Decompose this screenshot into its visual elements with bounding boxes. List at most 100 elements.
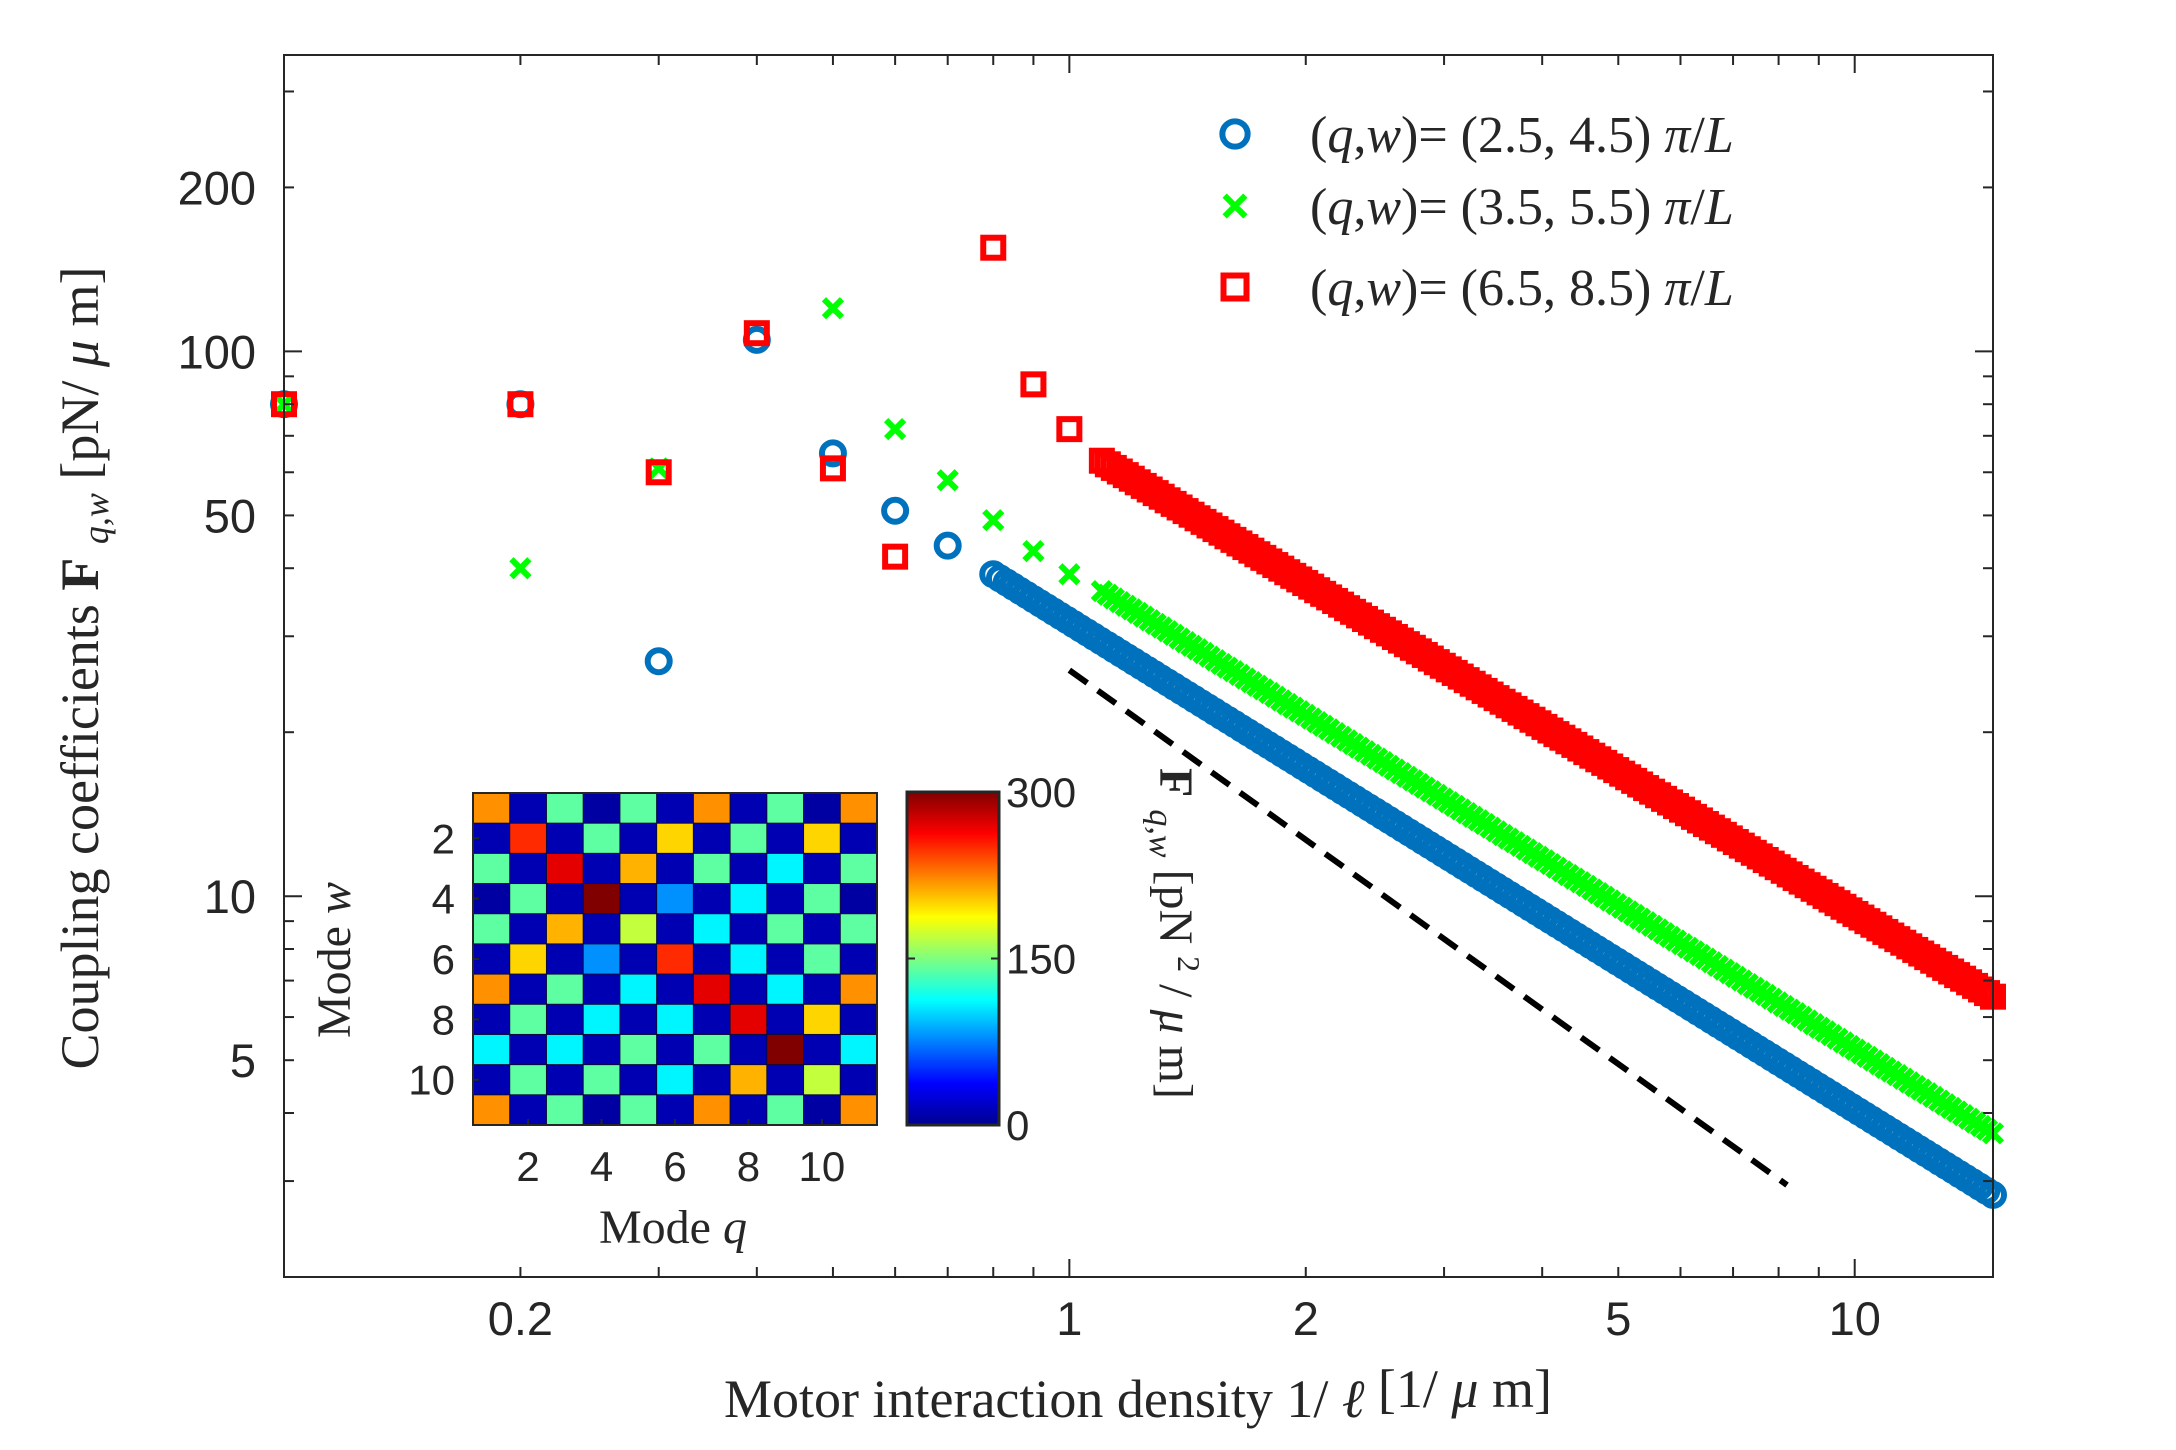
heatmap-cell [582, 943, 621, 976]
x-axis-title-mu: μ [1450, 1359, 1478, 1419]
heatmap-cell [619, 1064, 658, 1096]
heatmap-cell [472, 1033, 511, 1066]
inset-y-title: Mode w [308, 882, 361, 1038]
heatmap-cell [656, 973, 695, 1006]
series-1 [270, 325, 2007, 1209]
heatmap-cell [839, 1094, 878, 1127]
heatmap-cell [766, 1094, 805, 1127]
heatmap-cell [692, 913, 732, 945]
heatmap-cell [839, 1064, 878, 1096]
data-point [645, 459, 672, 486]
heatmap-cell [766, 1064, 805, 1096]
heatmap-cell [692, 792, 732, 825]
inset-y-title-var: w [308, 882, 361, 914]
heatmap-cell [766, 913, 805, 945]
heatmap-cell [545, 913, 585, 945]
x-axis-title-ell: ℓ [1342, 1369, 1365, 1429]
data-point [980, 234, 1007, 261]
heatmap-cell [839, 973, 878, 1006]
heatmap-cell [692, 1003, 732, 1036]
heatmap-cell [803, 883, 842, 915]
heatmap-cell [766, 973, 805, 1006]
heatmap-cell [656, 1003, 695, 1036]
heatmap-cell [509, 1003, 548, 1036]
heatmap-cell [839, 792, 878, 825]
y-tick-label: 5 [230, 1034, 256, 1087]
data-point [933, 531, 962, 560]
heatmap-cell [729, 973, 768, 1006]
inset-x-title-var: q [723, 1201, 747, 1254]
heatmap-cell [656, 852, 695, 885]
heatmap-cell [582, 792, 621, 825]
data-point [1022, 539, 1045, 563]
heatmap-cell [619, 1033, 658, 1066]
colorbar-title-mu: μ [1149, 1009, 1202, 1034]
colorbar-tick-label: 0 [1006, 1102, 1029, 1149]
heatmap-cell [839, 852, 878, 885]
colorbar-title-slash: / [1149, 984, 1202, 998]
heatmap-cell [803, 973, 842, 1006]
heatmap-cell [619, 1094, 658, 1127]
data-point [982, 509, 1005, 532]
heatmap-cell [692, 973, 732, 1006]
colorbar-title-unit-close: m] [1149, 1046, 1202, 1099]
colorbar-title-superscript: 2 [1171, 956, 1207, 972]
heatmap-cell [729, 883, 768, 915]
data-point [884, 418, 907, 441]
inset-x-tick-label: 10 [799, 1143, 846, 1190]
heatmap-cell [692, 852, 732, 885]
heatmap-cell [729, 852, 768, 885]
data-point [1974, 980, 2001, 1007]
series-2 [272, 297, 2005, 1145]
heatmap-cell [619, 1003, 658, 1036]
x-tick-label: 5 [1605, 1292, 1631, 1345]
heatmap-cell [545, 1064, 585, 1096]
colorbar-ticks: 300 150 0 [907, 769, 1076, 1149]
data-point [644, 647, 673, 676]
series-3 [271, 234, 2006, 1010]
x-axis-title-text: Motor interaction density 1/ [724, 1369, 1328, 1429]
inset-x-tick-label: 6 [663, 1143, 686, 1190]
heatmap-cell [619, 883, 658, 915]
heatmap-cell [839, 1033, 878, 1066]
heatmap-cell [766, 822, 805, 855]
heatmap-cell [582, 913, 621, 945]
heatmap-cell [545, 1003, 585, 1036]
y-axis-title-mu: μ [50, 340, 110, 368]
heatmap-cell [582, 852, 621, 885]
heatmap-cell [803, 1064, 842, 1096]
heatmap-cell [545, 822, 585, 855]
heatmap-cell [803, 943, 842, 976]
heatmap-cell [509, 1064, 548, 1096]
series-group [270, 234, 2007, 1209]
inset-x-title-text: Mode [599, 1201, 723, 1254]
heatmap-cell [545, 852, 585, 885]
y-axis-title-unit-open: [pN/ [50, 381, 110, 480]
legend-marker [1219, 118, 1251, 150]
data-point [818, 439, 847, 468]
y-tick-label: 50 [204, 489, 256, 542]
inset-y-tick-label: 6 [432, 936, 455, 983]
inset-y-tick-label: 10 [408, 1057, 455, 1104]
heatmap-cell [766, 1003, 805, 1036]
x-axis-title-unit-close: m] [1492, 1359, 1552, 1419]
heatmap-cell [509, 792, 548, 825]
inset-y-tick-label: 2 [432, 815, 455, 862]
heatmap-cell [803, 822, 842, 855]
y-tick-label: 10 [204, 870, 256, 923]
reference-dashed-line [1067, 667, 1789, 1188]
heatmap-cell [545, 883, 585, 915]
heatmap-cell [656, 943, 695, 976]
heatmap-cell [729, 822, 768, 855]
heatmap-cell [509, 852, 548, 885]
data-point [882, 543, 909, 570]
heatmap-cell [656, 913, 695, 945]
colorbar-title-symbol: F [1149, 768, 1202, 797]
heatmap-cell [692, 822, 732, 855]
inset-heatmap: 2 2 4 4 6 6 8 8 10 10 Mode q Mode w 300 150 0 F q,w… [308, 768, 1207, 1254]
heatmap-cell [766, 1033, 805, 1066]
data-point [1056, 416, 1083, 443]
heatmap-cell [472, 792, 511, 825]
